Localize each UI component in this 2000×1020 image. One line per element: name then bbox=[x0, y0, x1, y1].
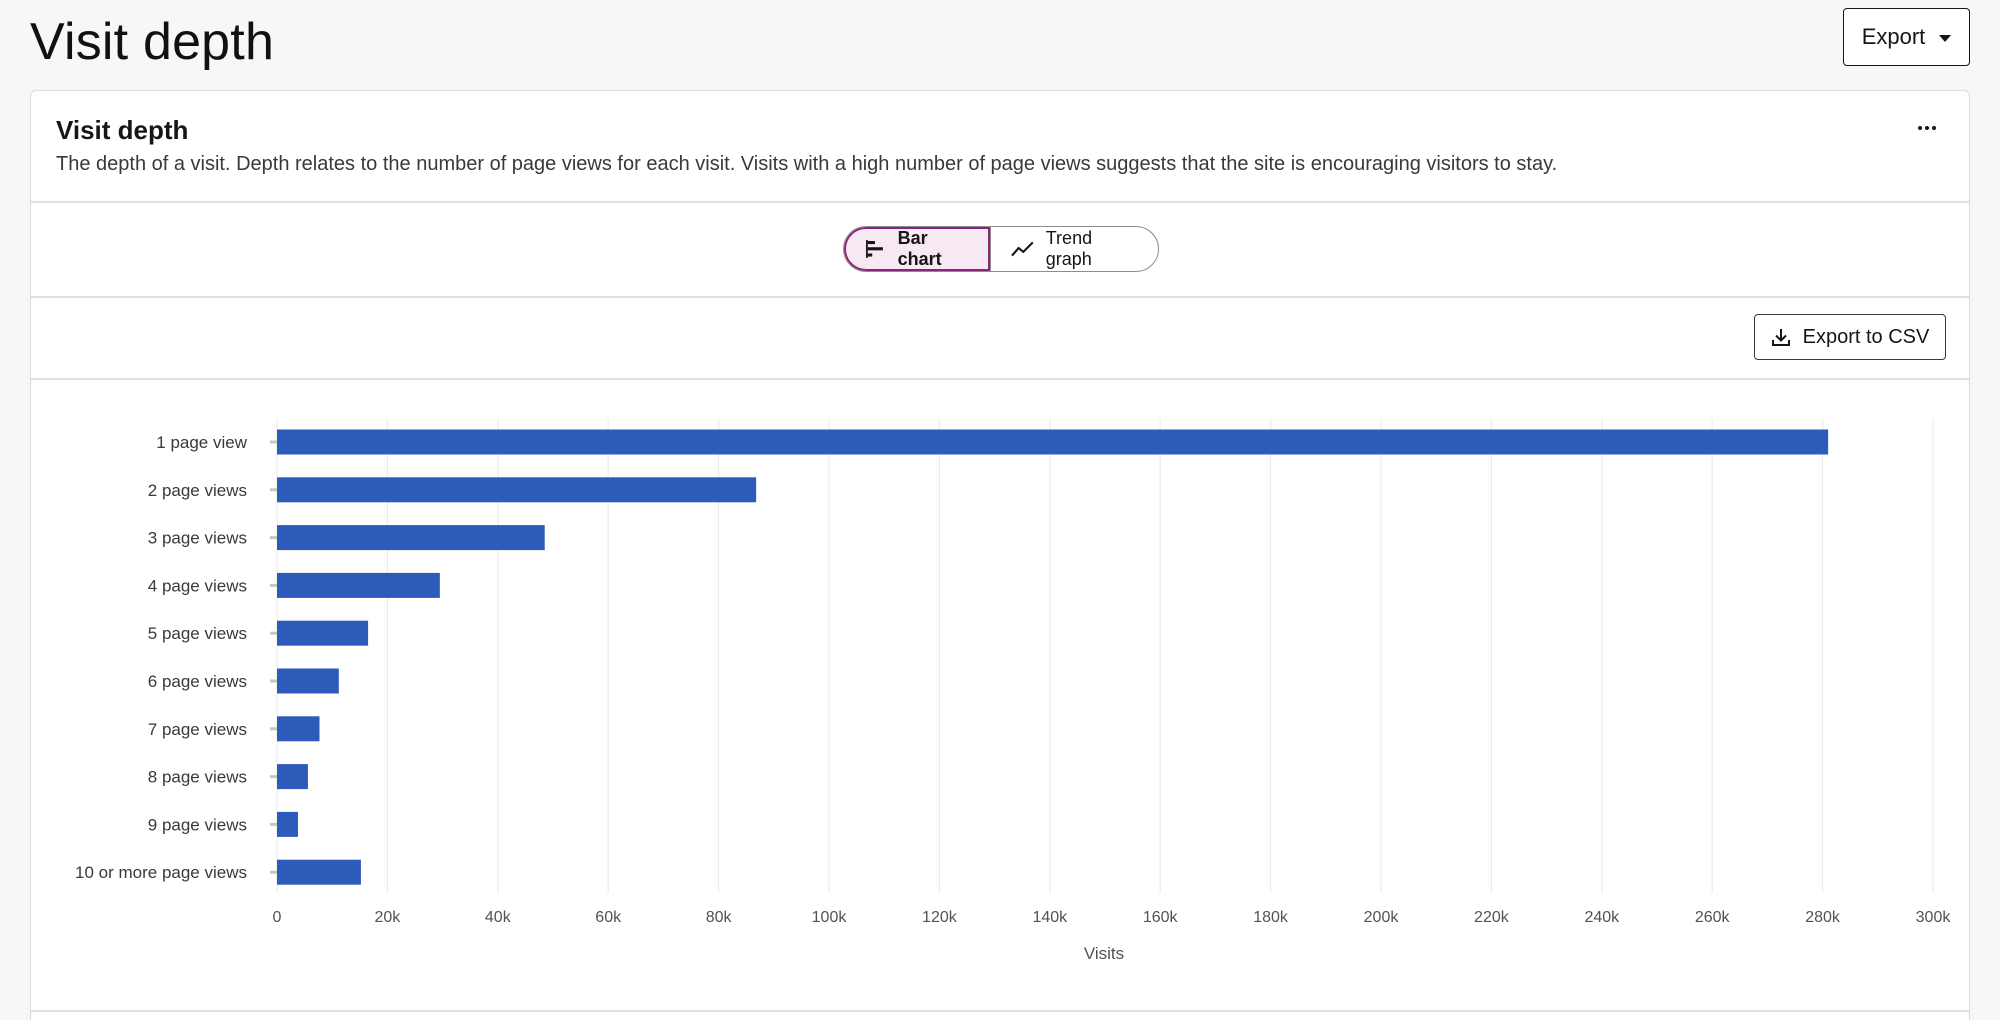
bottom-divider bbox=[30, 1010, 1970, 1012]
trend-line-icon bbox=[1011, 241, 1034, 257]
export-button-label: Export bbox=[1861, 24, 1926, 49]
export-button[interactable]: Export bbox=[1843, 8, 1970, 66]
tab-bar-chart[interactable]: Bar chart bbox=[844, 227, 990, 271]
tab-trend-graph-label: Trend graph bbox=[1045, 228, 1093, 269]
download-icon bbox=[1771, 329, 1790, 346]
visit-depth-card: Visit depth The depth of a visit. Depth … bbox=[30, 90, 1970, 1020]
overflow-menu-icon[interactable] bbox=[1907, 113, 1947, 143]
toolbar-divider bbox=[31, 378, 1969, 380]
tab-bar-chart-label: Bar chart bbox=[897, 228, 942, 269]
export-csv-button[interactable]: Export to CSV bbox=[1754, 314, 1946, 360]
page-title: Visit depth bbox=[30, 13, 275, 71]
header-divider bbox=[31, 201, 1969, 203]
tab-trend-graph[interactable]: Trend graph bbox=[990, 227, 1158, 271]
bar-chart-icon bbox=[866, 240, 883, 258]
view-toggle: Bar chart Trend graph bbox=[843, 226, 1159, 272]
export-csv-label: Export to CSV bbox=[1802, 325, 1930, 348]
card-description: The depth of a visit. Depth relates to t… bbox=[56, 153, 1558, 175]
caret-down-icon bbox=[1939, 34, 1952, 42]
toggle-divider bbox=[31, 296, 1969, 298]
card-title: Visit depth bbox=[56, 115, 189, 145]
